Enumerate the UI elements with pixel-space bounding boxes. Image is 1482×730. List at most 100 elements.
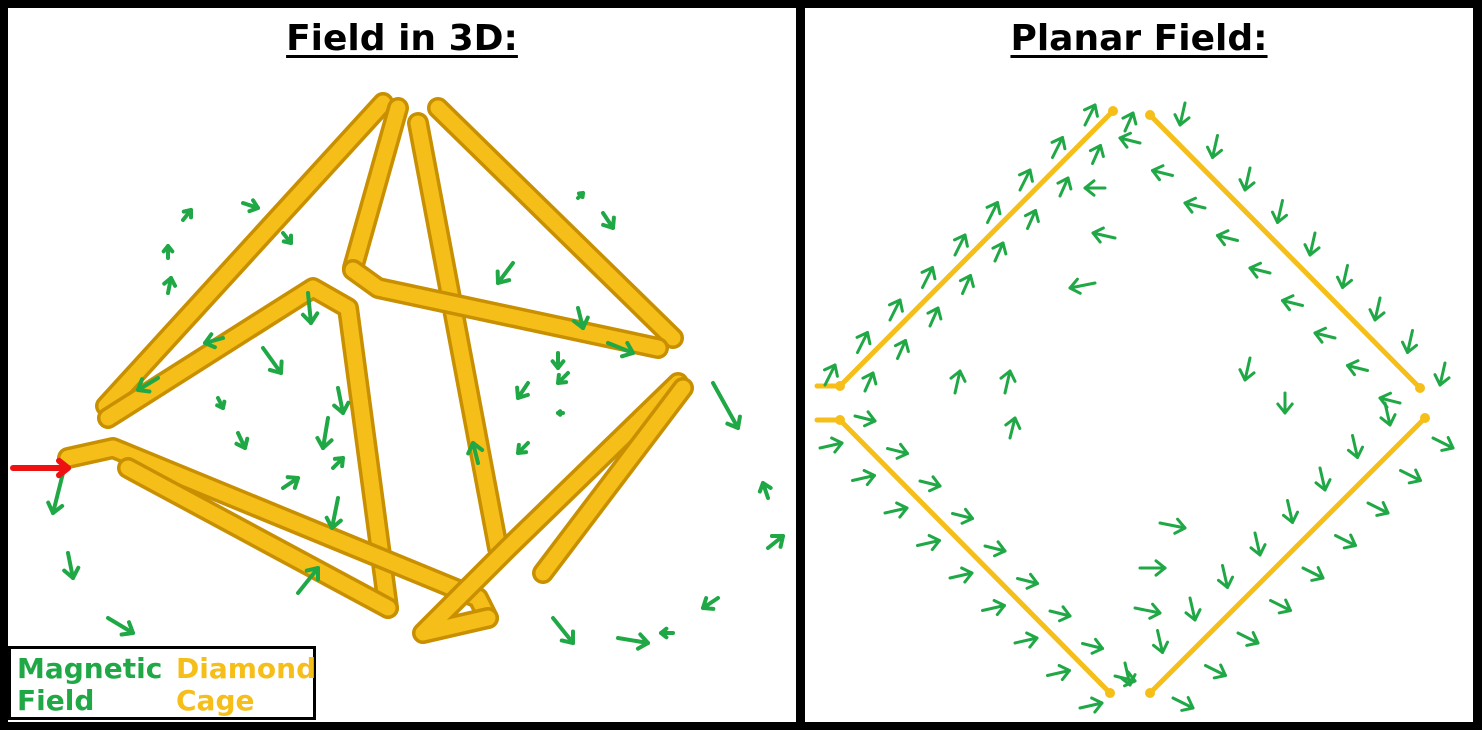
field-arrow (1368, 503, 1388, 516)
cage-tube (106, 103, 383, 406)
field-arrow (951, 371, 965, 393)
field-arrow (498, 263, 513, 283)
field-arrow (518, 443, 528, 453)
field-arrow (1250, 263, 1270, 277)
field-arrow (1240, 358, 1254, 380)
field-arrow (1070, 279, 1095, 293)
field-arrow (164, 246, 173, 258)
field-arrow (1348, 436, 1362, 458)
field-arrow (885, 503, 907, 517)
field-arrow (1058, 178, 1071, 196)
field-arrow (1380, 393, 1400, 407)
field-arrow (1123, 113, 1136, 131)
field-arrow (857, 333, 870, 353)
field-arrow (985, 542, 1005, 556)
field-arrow (603, 213, 614, 228)
field-arrow (183, 210, 191, 220)
field-arrow (1316, 468, 1330, 490)
field-arrow (263, 348, 282, 373)
field-arrow (1018, 574, 1038, 588)
field-arrow (558, 411, 563, 415)
field-arrow (825, 365, 838, 385)
field-arrow (1050, 607, 1070, 621)
field-arrow (661, 629, 673, 638)
field-arrow (1140, 561, 1165, 575)
field-3d-panel: Field in 3D: (8, 8, 796, 722)
field-arrow (13, 461, 68, 475)
field-arrow (1315, 328, 1335, 342)
field-arrow (317, 418, 331, 448)
field-arrow (283, 233, 291, 243)
field-arrow (1090, 146, 1103, 164)
field-arrow (1402, 331, 1416, 353)
field-arrow (928, 308, 941, 326)
field-arrow (1083, 639, 1103, 653)
field-arrow (517, 383, 528, 398)
field-arrow (760, 483, 771, 498)
field-arrow (1048, 665, 1070, 679)
cage-vertex (1415, 383, 1425, 393)
field-arrow (1052, 138, 1065, 158)
field-arrow (574, 308, 588, 328)
field-arrow (1283, 501, 1297, 523)
field-arrow (243, 200, 258, 211)
field-arrow (922, 268, 935, 288)
field-arrow (1433, 438, 1453, 451)
cage-vertex (1145, 110, 1155, 120)
legend: Magnetic Field Diamond Cage (8, 646, 316, 720)
field-arrow (327, 498, 341, 528)
field-arrow (918, 535, 940, 549)
field-arrow (895, 341, 908, 359)
cage-edge (1150, 418, 1425, 693)
field-arrow (888, 444, 908, 458)
field-arrow (1085, 105, 1098, 125)
cage-vertex (835, 415, 845, 425)
field-arrow (955, 235, 968, 255)
field-arrow (1001, 371, 1015, 393)
field-arrow (983, 600, 1005, 614)
field-3d-plot (8, 8, 796, 722)
field-arrow (1336, 535, 1356, 548)
field-arrow (853, 470, 875, 484)
field-arrow (283, 477, 298, 488)
planar-field-panel: Planar Field: (805, 8, 1473, 722)
field-arrow (1173, 698, 1193, 711)
field-arrow (1186, 598, 1200, 620)
field-arrow (1121, 663, 1135, 685)
field-arrow (960, 276, 973, 294)
field-arrow (1283, 296, 1303, 310)
field-arrow (1080, 698, 1102, 712)
field-arrow (890, 300, 903, 320)
cage-tube (108, 288, 388, 608)
field-arrow (1025, 211, 1038, 229)
field-arrow (1278, 393, 1292, 413)
cage-tube (418, 123, 498, 548)
field-arrow (553, 618, 573, 643)
cage-edge (840, 420, 1110, 693)
field-arrow (703, 598, 718, 609)
field-arrow (1303, 568, 1323, 581)
field-arrow (64, 553, 78, 578)
field-arrow (1085, 181, 1105, 195)
field-arrow (820, 438, 842, 452)
field-arrow (558, 373, 568, 383)
legend-magnetic-field: Magnetic Field (17, 653, 162, 717)
field-arrow (1218, 566, 1232, 588)
field-arrow (993, 243, 1006, 261)
cage-vertex (835, 381, 845, 391)
field-arrow (1238, 633, 1258, 646)
field-arrow (768, 536, 783, 548)
field-arrow (333, 458, 343, 468)
field-arrow (1120, 133, 1140, 147)
cage-vertex (1108, 106, 1118, 116)
field-arrow (1006, 418, 1020, 438)
field-arrow (713, 383, 740, 428)
field-arrow (950, 568, 972, 582)
field-arrow (953, 509, 973, 523)
cage-vertex (1105, 688, 1115, 698)
field-arrow (987, 203, 1000, 223)
field-arrow (236, 433, 247, 448)
field-arrow (1135, 604, 1160, 618)
field-arrow (1153, 166, 1173, 180)
